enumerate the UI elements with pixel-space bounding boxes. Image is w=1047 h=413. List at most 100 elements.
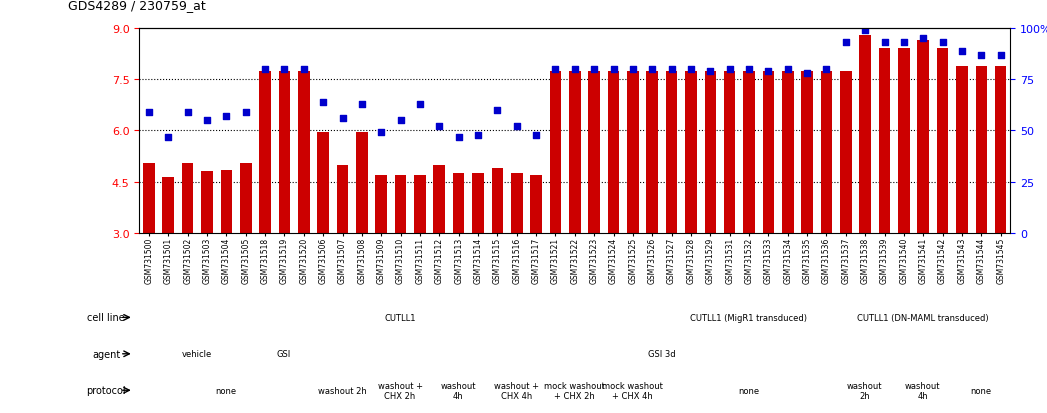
Point: [334, 116, 351, 122]
Bar: [376, 176, 387, 233]
Bar: [491, 169, 504, 233]
Bar: [472, 174, 484, 233]
Text: washout 2h: washout 2h: [317, 386, 366, 395]
Bar: [182, 164, 194, 233]
Text: agent: agent: [92, 349, 120, 359]
Point: [683, 66, 699, 73]
Bar: [356, 133, 367, 233]
Point: [818, 66, 834, 73]
Bar: [801, 71, 812, 233]
Text: GSI: GSI: [276, 349, 291, 358]
Text: washout
2h: washout 2h: [847, 381, 883, 400]
Text: none: none: [216, 386, 237, 395]
Bar: [840, 71, 851, 233]
Bar: [143, 164, 155, 233]
Text: washout
4h: washout 4h: [441, 381, 476, 400]
Text: mock washout
+ CHX 4h: mock washout + CHX 4h: [602, 381, 663, 400]
Bar: [723, 71, 735, 233]
Bar: [782, 71, 794, 233]
Bar: [201, 172, 213, 233]
Bar: [627, 71, 639, 233]
Point: [663, 66, 680, 73]
Text: CUTLL1 (MigR1 transduced): CUTLL1 (MigR1 transduced): [690, 313, 807, 322]
Bar: [337, 165, 349, 233]
Bar: [878, 49, 890, 233]
Bar: [260, 71, 271, 233]
Bar: [317, 133, 329, 233]
Point: [895, 40, 912, 47]
Bar: [588, 71, 600, 233]
Point: [721, 66, 738, 73]
Bar: [433, 165, 445, 233]
Bar: [917, 41, 929, 233]
Point: [915, 36, 932, 43]
Point: [238, 109, 254, 116]
Point: [199, 118, 216, 124]
Point: [605, 66, 622, 73]
Point: [450, 134, 467, 140]
Point: [624, 66, 641, 73]
Bar: [221, 170, 232, 233]
Point: [140, 109, 157, 116]
Point: [779, 66, 796, 73]
Point: [954, 48, 971, 55]
Bar: [685, 71, 696, 233]
Point: [799, 71, 816, 77]
Point: [373, 130, 389, 136]
Bar: [821, 71, 832, 233]
Bar: [995, 66, 1006, 233]
Point: [585, 66, 602, 73]
Point: [973, 52, 989, 59]
Text: GSI 3d: GSI 3d: [648, 349, 675, 358]
Text: none: none: [738, 386, 759, 395]
Text: washout +
CHX 4h: washout + CHX 4h: [494, 381, 539, 400]
Bar: [240, 164, 251, 233]
Text: CUTLL1 (DN-MAML transduced): CUTLL1 (DN-MAML transduced): [856, 313, 988, 322]
Bar: [898, 49, 910, 233]
Bar: [530, 176, 542, 233]
Point: [740, 66, 757, 73]
Bar: [956, 66, 967, 233]
Bar: [298, 71, 310, 233]
Point: [528, 132, 544, 138]
Point: [411, 101, 428, 108]
Point: [509, 124, 526, 131]
Point: [934, 40, 951, 47]
Point: [160, 134, 177, 140]
Bar: [705, 71, 716, 233]
Text: cell line: cell line: [87, 313, 125, 323]
Bar: [279, 71, 290, 233]
Bar: [646, 71, 659, 233]
Point: [354, 101, 371, 108]
Point: [315, 99, 332, 106]
Point: [838, 40, 854, 47]
Point: [295, 66, 312, 73]
Bar: [569, 71, 581, 233]
Bar: [937, 49, 949, 233]
Bar: [607, 71, 620, 233]
Point: [701, 69, 718, 75]
Bar: [453, 174, 465, 233]
Point: [276, 66, 293, 73]
Text: mock washout
+ CHX 2h: mock washout + CHX 2h: [543, 381, 605, 400]
Point: [856, 28, 873, 34]
Text: vehicle: vehicle: [182, 349, 211, 358]
Text: GDS4289 / 230759_at: GDS4289 / 230759_at: [68, 0, 206, 12]
Bar: [762, 71, 774, 233]
Point: [257, 66, 273, 73]
Text: washout
4h: washout 4h: [905, 381, 940, 400]
Bar: [395, 176, 406, 233]
Text: none: none: [971, 386, 992, 395]
Text: washout +
CHX 2h: washout + CHX 2h: [378, 381, 423, 400]
Bar: [550, 71, 561, 233]
Bar: [415, 176, 426, 233]
Point: [876, 40, 893, 47]
Point: [760, 69, 777, 75]
Point: [470, 132, 487, 138]
Text: protocol: protocol: [86, 385, 126, 395]
Point: [218, 114, 235, 120]
Point: [993, 52, 1009, 59]
Bar: [860, 36, 871, 233]
Point: [566, 66, 583, 73]
Bar: [511, 174, 522, 233]
